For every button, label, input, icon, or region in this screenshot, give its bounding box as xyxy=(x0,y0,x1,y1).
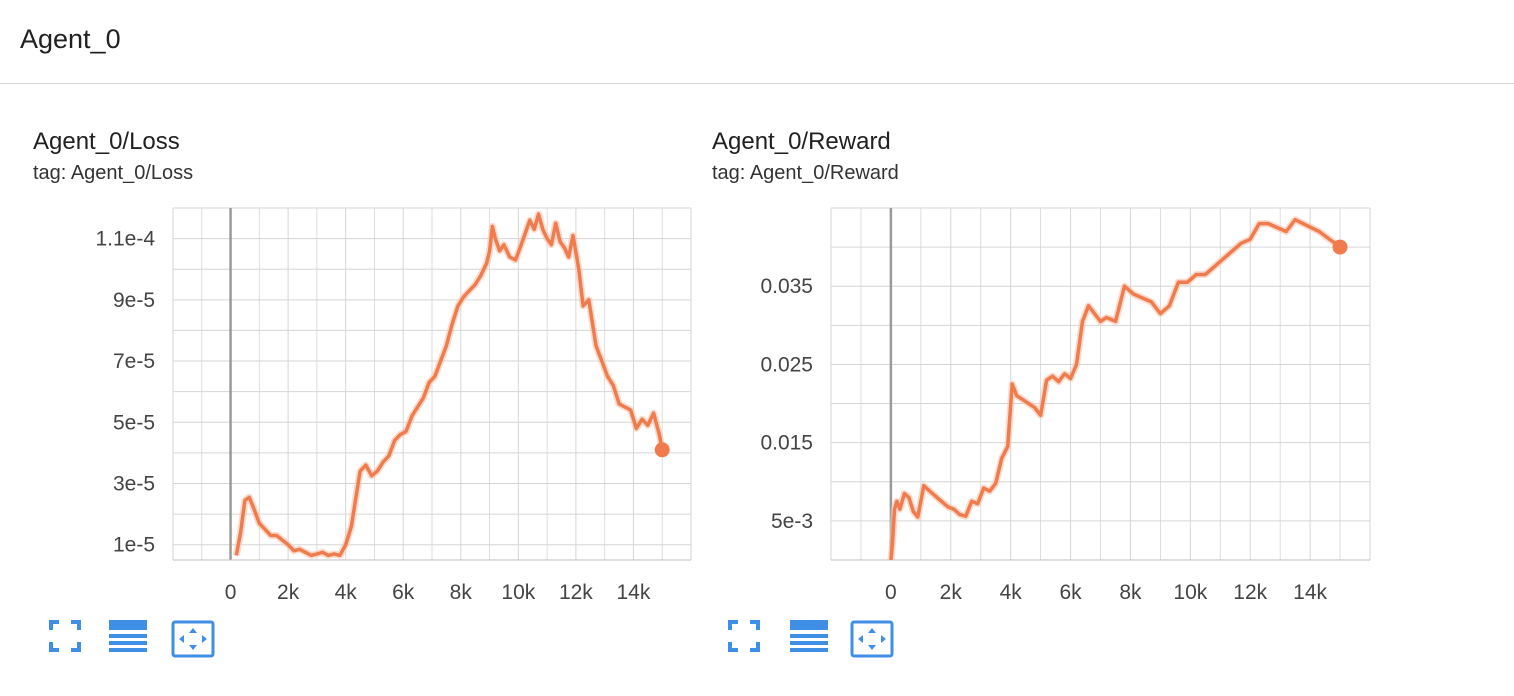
toggle-log-scale-icon xyxy=(790,620,828,652)
series-last-point xyxy=(1332,239,1348,255)
group-header: Agent_0 xyxy=(0,0,1514,84)
y-tick-label: 5e-5 xyxy=(113,411,155,434)
x-tick-label: 12k xyxy=(559,581,593,604)
group-title: Agent_0 xyxy=(20,24,121,54)
y-tick-label: 1.1e-4 xyxy=(95,228,155,251)
series-raw-line xyxy=(887,216,1343,561)
y-tick-label: 0.025 xyxy=(760,353,813,376)
fit-domain-icon xyxy=(171,620,215,658)
x-tick-label: 4k xyxy=(1000,581,1023,604)
toggle-log-scale-icon xyxy=(109,620,147,652)
x-tick-label: 2k xyxy=(940,581,963,604)
series-line xyxy=(889,217,1342,561)
y-tick-label: 7e-5 xyxy=(113,350,155,373)
y-tick-label: 0.035 xyxy=(760,275,813,298)
x-tick-label: 0 xyxy=(225,581,237,604)
x-tick-label: 14k xyxy=(1293,581,1327,604)
fit-domain-icon xyxy=(850,620,894,658)
x-tick-label: 6k xyxy=(392,581,415,604)
fullscreen-button[interactable] xyxy=(49,620,81,657)
toggle-log-scale-button[interactable] xyxy=(109,620,147,657)
chart-title: Agent_0/Reward xyxy=(712,128,891,155)
toggle-log-scale-button[interactable] xyxy=(790,620,828,657)
x-tick-label: 10k xyxy=(1173,581,1207,604)
x-tick-label: 2k xyxy=(277,581,300,604)
x-tick-label: 8k xyxy=(1119,581,1142,604)
fullscreen-button[interactable] xyxy=(728,620,760,657)
reward-chart[interactable]: 0 2k 4k 6k 8k 10k 12k 14k 5e-3 0.015 0.025 0.035 xyxy=(712,120,1392,604)
chart-tag: tag: Agent_0/Reward xyxy=(712,162,899,184)
chart-tag: tag: Agent_0/Loss xyxy=(33,162,194,184)
series-raw-line xyxy=(232,210,666,559)
series-line xyxy=(234,212,664,558)
x-tick-label: 6k xyxy=(1059,581,1082,604)
y-tick-label: 1e-5 xyxy=(113,534,155,557)
x-tick-label: 8k xyxy=(450,581,473,604)
y-tick-label: 9e-5 xyxy=(113,289,155,312)
fit-domain-button[interactable] xyxy=(171,620,215,663)
loss-chart[interactable]: 0 2k 4k 6k 8k 10k 12k 14k 1e-5 3e-5 5e-5 7e-5 9e-5 1.… xyxy=(33,120,693,604)
chart-title: Agent_0/Loss xyxy=(33,128,180,155)
y-tick-label: 5e-3 xyxy=(771,510,813,533)
x-tick-label: 12k xyxy=(1233,581,1267,604)
y-tick-label: 0.015 xyxy=(760,432,813,455)
series-last-point xyxy=(654,442,670,458)
chart-card-reward: Agent_0/Reward tag: Agent_0/Reward 0 2k 4k… xyxy=(712,120,1372,680)
fullscreen-icon xyxy=(728,620,760,652)
fullscreen-icon xyxy=(49,620,81,652)
x-tick-label: 0 xyxy=(885,581,897,604)
x-tick-label: 4k xyxy=(335,581,358,604)
fit-domain-button[interactable] xyxy=(850,620,894,663)
chart-card-loss: Agent_0/Loss tag: Agent_0/Loss 0 2k 4k 6k 8k… xyxy=(33,120,693,680)
x-tick-label: 14k xyxy=(617,581,651,604)
y-tick-label: 3e-5 xyxy=(113,472,155,495)
x-tick-label: 10k xyxy=(501,581,535,604)
